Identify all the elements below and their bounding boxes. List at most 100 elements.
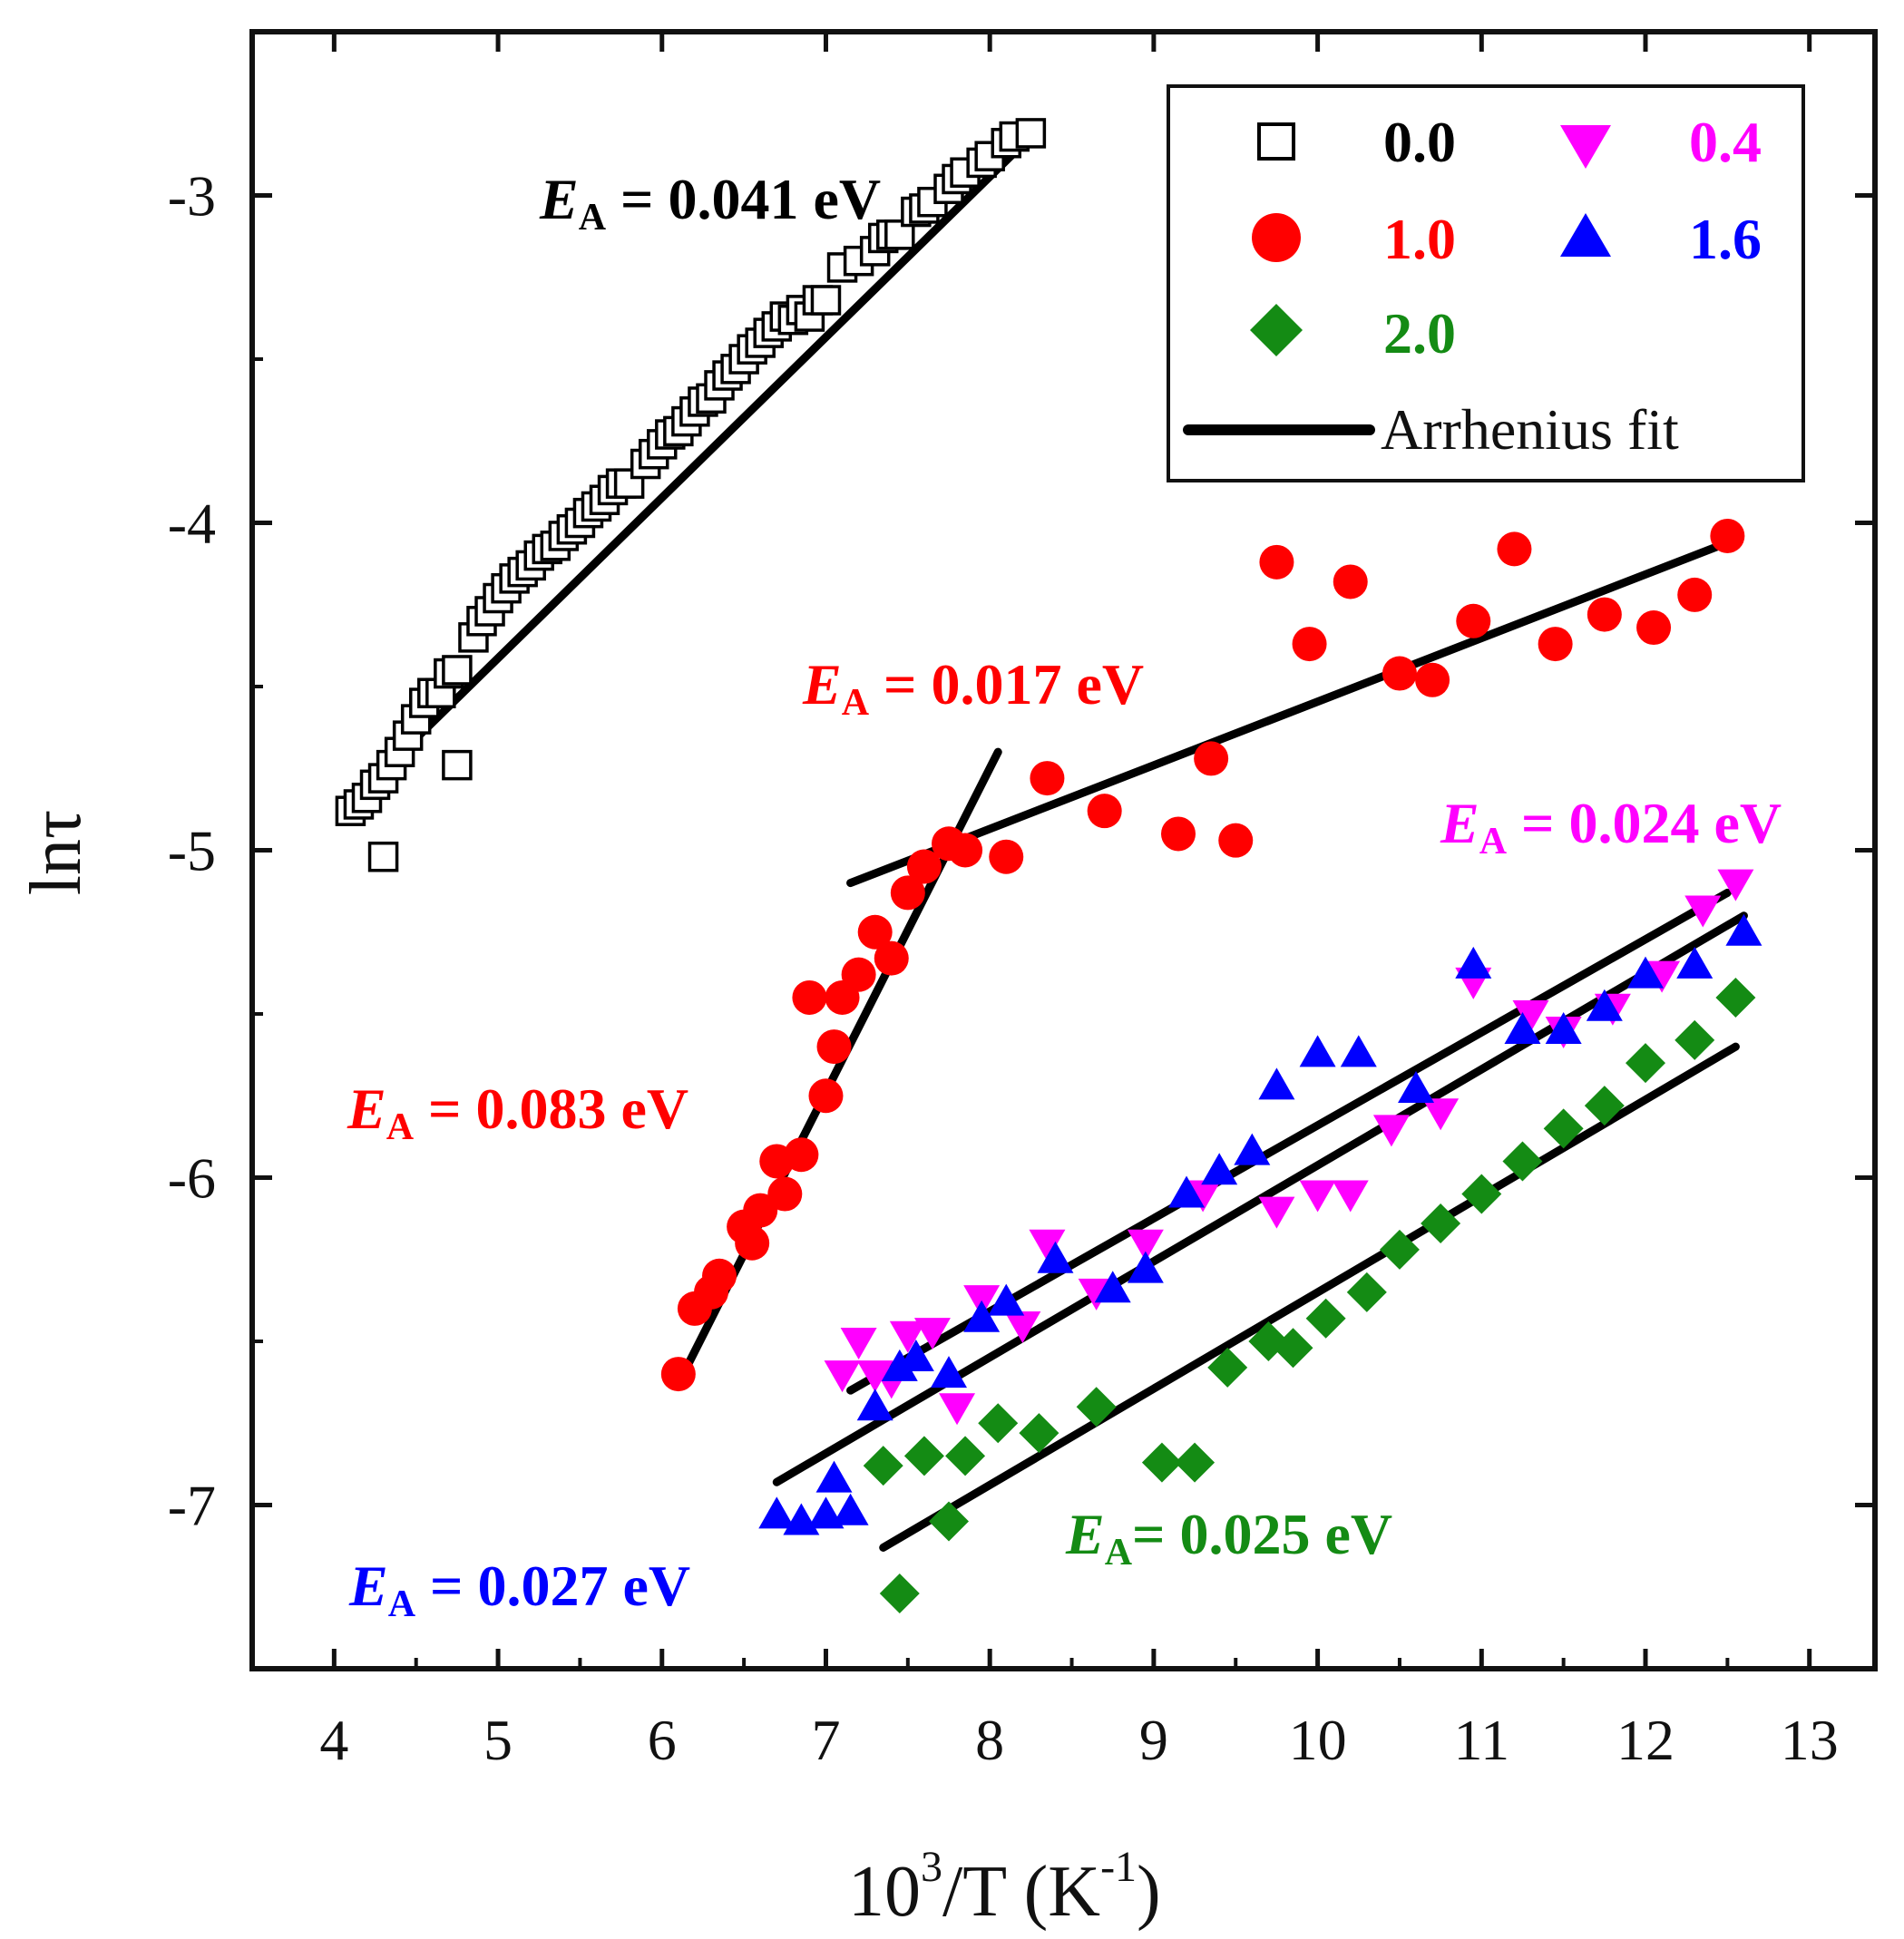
data-point-diamond <box>1543 1108 1584 1149</box>
data-point-circle <box>890 875 925 911</box>
data-point-triangle-down <box>1127 1229 1164 1262</box>
annotation-1-base: E <box>802 652 842 716</box>
data-point-triangle-up <box>931 1356 968 1388</box>
data-point-circle <box>1087 794 1122 829</box>
y-tick-label: -3 <box>168 164 216 229</box>
data-point-triangle-down <box>1299 1180 1336 1213</box>
legend-label-0.4: 0.4 <box>1689 110 1762 174</box>
annotation-3-value: = 0.024 eV <box>1507 791 1782 855</box>
data-point-triangle-up <box>1398 1071 1435 1104</box>
x-axis-title-middle: /T (K <box>942 1852 1100 1932</box>
data-point-diamond <box>1273 1328 1313 1369</box>
y-axis-title: lnτ <box>16 810 96 895</box>
data-point-triangle-down <box>1717 869 1754 901</box>
data-point-triangle-down <box>1372 1115 1410 1147</box>
annotation-0-sub: A <box>579 197 607 239</box>
data-point-circle <box>784 1137 819 1173</box>
data-point-triangle-up <box>988 1283 1025 1316</box>
data-point-circle <box>702 1258 737 1293</box>
data-point-circle <box>1333 564 1368 599</box>
data-point-diamond <box>1626 1043 1666 1084</box>
data-point-triangle-up <box>1340 1035 1377 1067</box>
annotation-5-base: E <box>1065 1502 1105 1566</box>
x-tick-label: 12 <box>1616 1708 1675 1772</box>
data-point-diamond <box>863 1446 903 1486</box>
data-point-triangle-up <box>1545 1012 1582 1045</box>
data-point-diamond <box>1421 1203 1461 1244</box>
data-point-triangle-up <box>856 1388 893 1421</box>
data-point-triangle-down <box>1185 1180 1222 1213</box>
annotation-4-sub: A <box>388 1583 416 1625</box>
x-axis-title-base: 10 <box>848 1852 921 1932</box>
data-point-diamond <box>945 1436 986 1476</box>
x-tick-label: 4 <box>319 1708 348 1772</box>
x-axis-title: 103/T (K-1) <box>848 1843 1161 1932</box>
data-point-triangle-up <box>897 1340 934 1372</box>
data-point-triangle-up <box>1299 1035 1336 1067</box>
data-point-square <box>442 749 473 781</box>
data-point-diamond <box>1715 977 1756 1018</box>
y-tick-label: -5 <box>168 819 216 883</box>
data-point-circle <box>989 839 1024 874</box>
data-point-triangle-up <box>758 1496 796 1529</box>
data-point-circle <box>1456 603 1491 638</box>
data-point-circle <box>808 1078 844 1114</box>
legend-label-0.0: 0.0 <box>1383 110 1456 174</box>
x-tick-label: 10 <box>1289 1708 1347 1772</box>
x-tick-label: 8 <box>975 1708 1004 1772</box>
x-tick-label: 9 <box>1139 1708 1168 1772</box>
data-point-triangle-down <box>840 1328 877 1359</box>
data-point-triangle-up <box>963 1300 1001 1332</box>
data-point-circle <box>792 979 827 1015</box>
data-point-circle <box>1292 627 1327 662</box>
annotation-series-2.0: EA= 0.025 eV <box>1065 1502 1392 1574</box>
legend-label-2.0: 2.0 <box>1383 301 1456 365</box>
data-point-diamond <box>1305 1298 1346 1339</box>
data-point-triangle-up <box>1201 1153 1238 1185</box>
data-point-square <box>367 841 399 872</box>
data-point-triangle-down <box>1684 895 1722 928</box>
data-point-diamond <box>1675 1019 1715 1060</box>
data-point-triangle-up <box>1627 956 1665 989</box>
data-point-triangle-down <box>1029 1229 1066 1262</box>
data-point-diamond <box>929 1501 970 1542</box>
data-point-triangle-down <box>1258 1196 1295 1229</box>
legend-marker-circle <box>1252 213 1301 262</box>
data-point-circle <box>1497 531 1532 567</box>
data-point-diamond <box>1379 1229 1420 1270</box>
legend-marker-square-open <box>1257 122 1295 161</box>
data-point-circle <box>1218 823 1254 858</box>
data-point-triangle-down <box>1512 1000 1549 1032</box>
legend-marker-triangle-up <box>1560 213 1611 257</box>
data-point-circle <box>1259 544 1294 580</box>
data-point-circle <box>660 1357 696 1392</box>
x-tick-label: 5 <box>483 1708 513 1772</box>
x-tick-label: 11 <box>1453 1708 1509 1772</box>
annotation-5-sub: A <box>1105 1532 1133 1574</box>
annotation-3-base: E <box>1440 791 1479 855</box>
legend: 0.0 0.4 1.0 1.6 2.0 Arrhenius fit <box>1167 84 1805 482</box>
data-point-triangle-up <box>1258 1067 1295 1100</box>
data-point-circle <box>906 849 942 884</box>
data-point-circle <box>857 914 893 950</box>
data-point-triangle-up <box>881 1349 918 1381</box>
data-point-triangle-down <box>1422 1098 1460 1131</box>
data-point-triangle-down <box>939 1393 976 1426</box>
data-point-circle <box>1587 597 1622 632</box>
data-point-triangle-down <box>1004 1311 1041 1343</box>
data-point-triangle-up <box>1504 1012 1541 1045</box>
data-point-triangle-up <box>1676 946 1714 979</box>
annotation-series-0.0: EA = 0.041 eV <box>539 167 881 239</box>
data-point-triangle-up <box>1094 1271 1131 1303</box>
annotation-0-value: = 0.041 eV <box>606 167 881 231</box>
data-point-diamond <box>1141 1442 1182 1483</box>
data-point-circle <box>1194 741 1229 776</box>
annotation-series-0.4: EA = 0.024 eV <box>1440 791 1782 862</box>
data-point-square <box>917 186 948 218</box>
data-point-circle <box>1538 627 1573 662</box>
data-point-triangle-down <box>889 1320 926 1353</box>
data-point-circle <box>767 1176 803 1212</box>
data-point-triangle-up <box>1037 1241 1074 1273</box>
data-point-triangle-up <box>1455 946 1492 979</box>
